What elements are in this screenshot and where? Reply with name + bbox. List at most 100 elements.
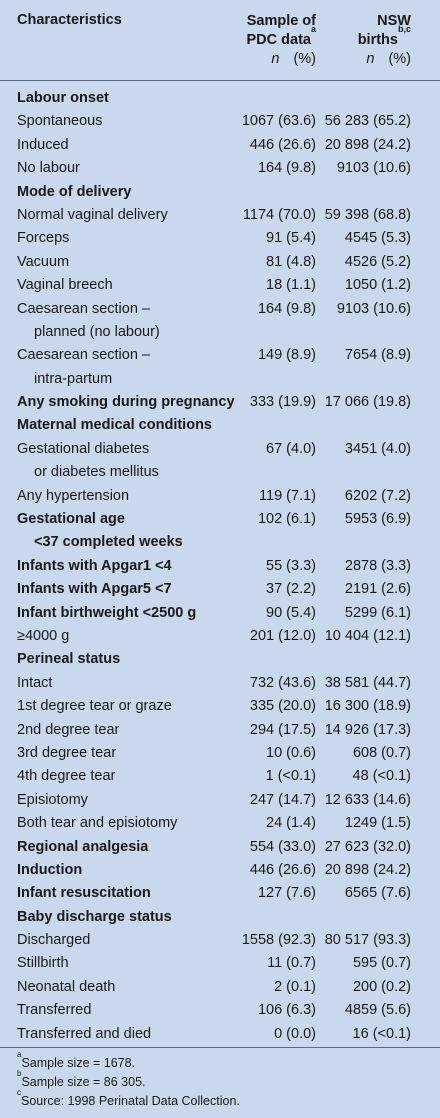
row-pdc-value: 119 (7.1) — [259, 487, 316, 504]
row-label: Infant resuscitation — [17, 885, 151, 902]
header-nsw-units: n (%) — [321, 50, 411, 69]
table-row: Transferred 106 (6.3) 4859 (5.6) — [0, 999, 440, 1022]
footnote-c-text: Source: 1998 Perinatal Data Collection. — [21, 1094, 240, 1108]
row-nsw-value: 1050 (1.2) — [344, 277, 411, 294]
table-row: Mode of delivery — [0, 181, 440, 204]
footnote-c: cSource: 1998 Perinatal Data Collection. — [17, 1088, 240, 1108]
row-label: Labour onset — [17, 90, 109, 106]
table-body: Labour onset Spontaneous 1067 (63.6) 56 283… — [0, 87, 440, 1046]
header-nsw-sup: b,c — [397, 24, 411, 35]
row-pdc-value: 335 (20.0) — [249, 698, 316, 715]
table-row: Maternal medical conditions — [0, 414, 440, 437]
row-pdc-value: 554 (33.0) — [249, 838, 316, 855]
header-nsw-pct: (%) — [388, 51, 411, 67]
row-pdc-value: 333 (19.9) — [249, 394, 316, 411]
table-row: Normal vaginal delivery 1174 (70.0) 59 398… — [0, 204, 440, 227]
row-label: ≥4000 g — [17, 627, 70, 644]
row-nsw-value: 17 066 (19.8) — [324, 394, 411, 411]
row-label: Transferred and died — [17, 1025, 152, 1042]
row-label: intra-partum — [34, 370, 113, 387]
row-nsw-value: 9103 (10.6) — [336, 300, 411, 317]
header-nsw-line2: births — [357, 32, 398, 48]
row-label: Transferred — [17, 1002, 92, 1019]
table-row: intra-partum — [0, 368, 440, 391]
table-row: Induction 446 (26.6) 20 898 (24.2) — [0, 859, 440, 882]
row-pdc-value: 732 (43.6) — [249, 674, 316, 691]
row-pdc-value: 446 (26.6) — [249, 136, 316, 153]
row-label: 2nd degree tear — [17, 721, 120, 738]
row-nsw-value: 595 (0.7) — [352, 955, 411, 972]
table-row: 2nd degree tear 294 (17.5) 14 926 (17.3) — [0, 719, 440, 742]
header-pdc-line2: PDC data — [246, 32, 311, 48]
row-nsw-value: 27 623 (32.0) — [324, 838, 411, 855]
row-nsw-value: 2878 (3.3) — [344, 557, 411, 574]
row-label: Caesarean section – — [17, 300, 150, 317]
table-row: Neonatal death 2 (0.1) 200 (0.2) — [0, 976, 440, 999]
table-row: Caesarean section – 149 (8.9) 7654 (8.9) — [0, 344, 440, 367]
table-row: Stillbirth 11 (0.7) 595 (0.7) — [0, 952, 440, 975]
row-label: Both tear and episiotomy — [17, 815, 178, 832]
row-nsw-value: 5299 (6.1) — [344, 604, 411, 621]
row-label: Mode of delivery — [17, 183, 132, 200]
row-pdc-value: 127 (7.6) — [257, 885, 316, 902]
table-row: Both tear and episiotomy 24 (1.4) 1249 (1.… — [0, 812, 440, 835]
row-label: 3rd degree tear — [17, 744, 117, 761]
row-pdc-value: 81 (4.8) — [266, 253, 316, 270]
table-row: planned (no labour) — [0, 321, 440, 344]
row-pdc-value: 106 (6.3) — [257, 1002, 316, 1019]
row-nsw-value: 7654 (8.9) — [344, 347, 411, 364]
row-pdc-value: 90 (5.4) — [266, 604, 316, 621]
table-row: 1st degree tear or graze 335 (20.0) 16 300… — [0, 695, 440, 718]
table-row: Vaginal breech 18 (1.1) 1050 (1.2) — [0, 274, 440, 297]
row-pdc-value: 294 (17.5) — [249, 721, 316, 738]
table-row: Infants with Apgar1 <4 55 (3.3) 2878 (3.3) — [0, 555, 440, 578]
table-row: No labour 164 (9.8) 9103 (10.6) — [0, 157, 440, 180]
row-nsw-value: 4545 (5.3) — [344, 230, 411, 247]
row-label: <37 completed weeks — [34, 534, 183, 551]
header-pdc-sup: a — [310, 24, 316, 35]
table-row: Infant resuscitation 127 (7.6) 6565 (7.6) — [0, 882, 440, 905]
row-nsw-value: 200 (0.2) — [352, 978, 411, 995]
row-label: Gestational diabetes — [17, 440, 150, 457]
header-pdc-units: n (%) — [196, 50, 316, 69]
row-pdc-value: 149 (8.9) — [257, 347, 316, 364]
table-row: Baby discharge status — [0, 906, 440, 929]
table-row: Perineal status — [0, 648, 440, 671]
table-row: Discharged 1558 (92.3) 80 517 (93.3) — [0, 929, 440, 952]
row-nsw-value: 16 300 (18.9) — [324, 698, 411, 715]
row-pdc-value: 18 (1.1) — [266, 277, 316, 294]
footnote-a: aSample size = 1678. — [17, 1050, 136, 1070]
row-pdc-value: 1 (<0.1) — [265, 768, 316, 785]
row-label: Episiotomy — [17, 791, 88, 808]
row-nsw-value: 48 (<0.1) — [352, 768, 411, 785]
row-label: Induced — [17, 136, 69, 153]
row-label: Neonatal death — [17, 978, 116, 995]
header-pdc-sample: Sample of PDC dataa n (%) — [196, 12, 316, 69]
row-nsw-value: 9103 (10.6) — [336, 160, 411, 177]
row-label: planned (no labour) — [34, 323, 160, 340]
row-pdc-value: 10 (0.6) — [266, 744, 316, 761]
table-row: Any hypertension 119 (7.1) 6202 (7.2) — [0, 485, 440, 508]
table-row: Vacuum 81 (4.8) 4526 (5.2) — [0, 251, 440, 274]
row-label: Perineal status — [17, 651, 121, 668]
row-label: Normal vaginal delivery — [17, 206, 168, 223]
footnote-a-text: Sample size = 1678. — [21, 1056, 136, 1070]
row-pdc-value: 2 (0.1) — [274, 978, 316, 995]
table-row: or diabetes mellitus — [0, 461, 440, 484]
row-nsw-value: 56 283 (65.2) — [324, 113, 411, 130]
row-label: Induction — [17, 861, 83, 878]
header-pdc-n: n — [271, 51, 280, 67]
row-nsw-value: 4859 (5.6) — [344, 1002, 411, 1019]
row-label: Maternal medical conditions — [17, 417, 212, 434]
table-row: Caesarean section – 164 (9.8) 9103 (10.6) — [0, 298, 440, 321]
header-nsw-line1: NSW — [377, 13, 411, 29]
row-nsw-value: 16 (<0.1) — [352, 1025, 411, 1042]
table-row: Any smoking during pregnancy 333 (19.9) 17… — [0, 391, 440, 414]
row-label: 1st degree tear or graze — [17, 698, 172, 715]
row-nsw-value: 10 404 (12.1) — [324, 627, 411, 644]
row-pdc-value: 0 (0.0) — [274, 1025, 316, 1042]
row-pdc-value: 24 (1.4) — [266, 815, 316, 832]
row-pdc-value: 37 (2.2) — [266, 581, 316, 598]
header-nsw-births: NSW birthsb,c n (%) — [321, 12, 411, 69]
